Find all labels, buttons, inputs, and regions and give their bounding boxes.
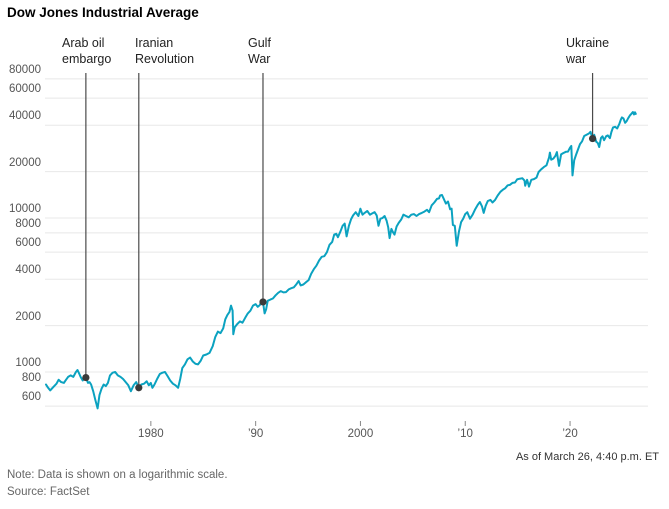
chart-title: Dow Jones Industrial Average xyxy=(7,5,199,20)
event-annotation-label: Gulf War xyxy=(248,36,271,67)
price-line xyxy=(45,111,637,410)
event-annotation-label: Ukraine war xyxy=(566,36,609,67)
y-tick-label: 800 xyxy=(21,371,41,384)
y-tick-label: 2000 xyxy=(15,310,41,323)
as-of-timestamp: As of March 26, 4:40 p.m. ET xyxy=(515,451,659,463)
x-tick-label: ’20 xyxy=(562,428,578,440)
event-annotation-line: Revolution xyxy=(135,51,195,66)
y-tick-label: 40000 xyxy=(9,110,41,123)
y-tick-label: 60000 xyxy=(9,83,41,96)
event-annotation-line: Ukraine xyxy=(566,36,610,50)
y-tick-label: 20000 xyxy=(9,156,41,169)
y-tick-label: 80000 xyxy=(9,63,41,76)
event-annotation-line: war xyxy=(566,51,587,66)
note-text: Note: Data is shown on a logarithmic sca… xyxy=(7,469,228,481)
x-tick-label: 2000 xyxy=(347,428,374,440)
y-tick-label: 4000 xyxy=(15,264,41,277)
y-tick-label: 600 xyxy=(21,391,41,404)
y-tick-label: 8000 xyxy=(15,217,41,230)
y-tick-label: 10000 xyxy=(9,203,41,215)
x-tick-label: ’10 xyxy=(457,428,473,440)
x-tick-label: 1980 xyxy=(138,428,164,440)
event-marker-dot xyxy=(135,384,143,392)
event-annotation-line: War xyxy=(248,51,271,66)
y-tick-label: 1000 xyxy=(15,357,41,369)
event-marker-dot xyxy=(82,373,90,382)
x-tick-label: ’90 xyxy=(247,428,264,440)
event-annotation-line: embargo xyxy=(62,51,112,66)
source-text: Source: FactSet xyxy=(7,486,90,498)
event-annotation-line: Arab oil xyxy=(62,36,105,50)
event-annotation-label: Iranian Revolution xyxy=(135,36,194,67)
y-tick-label: 6000 xyxy=(15,237,41,250)
event-marker-dot xyxy=(588,134,597,143)
event-annotation-line: Iranian xyxy=(135,36,174,50)
event-annotation-label: Arab oil embargo xyxy=(62,36,111,67)
event-marker-dot xyxy=(259,298,267,306)
event-annotation-line: Gulf xyxy=(248,36,271,50)
